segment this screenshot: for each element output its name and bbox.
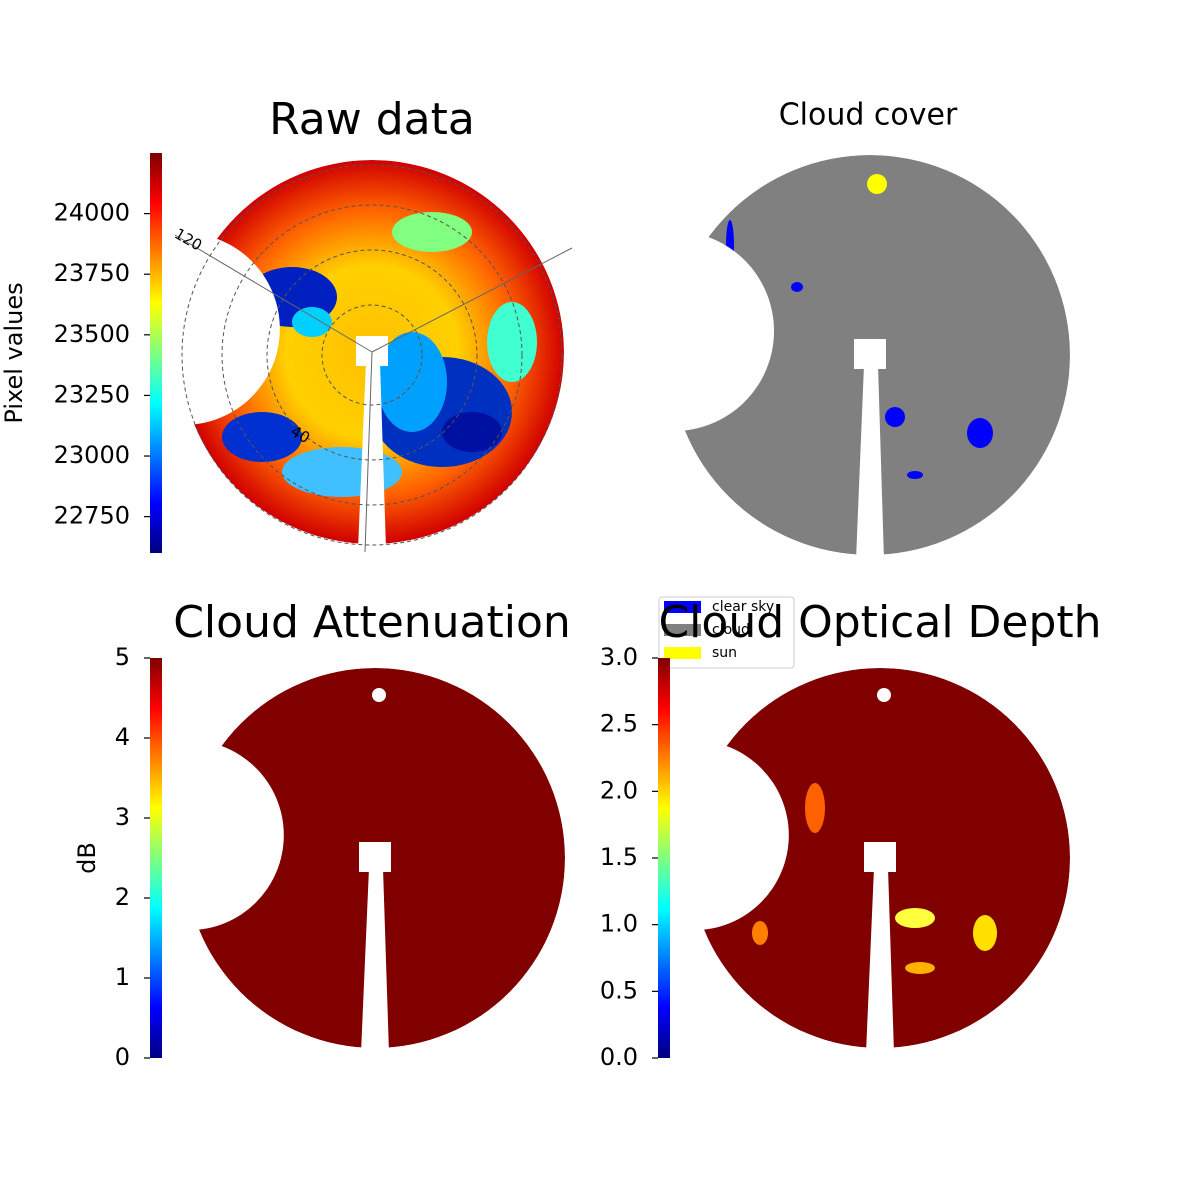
colorbar-tick-label: 2.5 <box>600 710 638 738</box>
polar-spoke <box>174 234 373 353</box>
legend-swatch <box>664 624 701 636</box>
sky-feature <box>377 332 447 432</box>
legend-swatch <box>664 647 701 659</box>
polar-grid <box>221 204 523 506</box>
sky-feature <box>292 307 332 337</box>
colorbar-tick-label: 0.0 <box>600 1043 638 1071</box>
chart-title: Cloud Attenuation <box>173 597 571 648</box>
colorbar-tick-label: 2.0 <box>600 776 638 804</box>
legend-label: cloud <box>712 622 750 638</box>
mask-wedge <box>361 868 389 1053</box>
colorbar-tick-label: 23500 <box>54 320 130 348</box>
colorbar-tick-label: 0 <box>115 1043 130 1071</box>
sun-mask <box>372 688 386 702</box>
colorbar <box>150 153 162 553</box>
colorbar-tick-label: 1 <box>115 963 130 991</box>
mask-box <box>864 842 896 872</box>
sky-feature <box>442 412 502 452</box>
mask-wedge <box>358 362 386 549</box>
colorbar-tick-label: 1.0 <box>600 910 638 938</box>
sun-mask <box>877 688 891 702</box>
mask-bite <box>93 740 284 931</box>
colorbar <box>150 658 162 1058</box>
sky-feature <box>905 962 935 974</box>
polar-spoke <box>364 351 373 553</box>
colorbar-tick-label: 4 <box>115 723 130 751</box>
chart-title: Cloud cover <box>779 98 958 133</box>
colorbar-tick-label: 5 <box>115 643 130 671</box>
colorbar-tick-label: 23250 <box>54 380 130 408</box>
sky-feature <box>392 212 472 252</box>
colorbar-tick-label: 0.5 <box>600 976 638 1004</box>
colorbar-label: Pixel values <box>0 282 28 423</box>
mask-bite <box>598 740 789 931</box>
colorbar-tick-label: 2 <box>115 883 130 911</box>
colorbar-tick-label: 22750 <box>54 502 130 530</box>
sky-feature <box>791 282 803 292</box>
sky-feature <box>752 921 768 945</box>
colorbar-label: dB <box>73 842 101 874</box>
legend-swatch <box>664 601 701 613</box>
sky-feature <box>967 418 993 448</box>
colorbar-tick-label: 3.0 <box>600 643 638 671</box>
sky-feature <box>222 412 302 462</box>
polar-grid <box>321 304 423 406</box>
colorbar-tick-label: 3 <box>115 803 130 831</box>
mask-box <box>854 339 886 369</box>
mask-bite <box>574 231 774 431</box>
polar-grid <box>266 249 478 461</box>
colorbar-tick-label: 1.5 <box>600 843 638 871</box>
mask-box <box>359 842 391 872</box>
polar-grid <box>181 164 563 546</box>
mask-bite <box>87 232 280 425</box>
mask-wedge <box>856 365 884 560</box>
sky-feature <box>895 908 935 928</box>
legend-label: clear sky <box>712 599 774 615</box>
colorbar-tick-label: 24000 <box>54 199 130 227</box>
sky-feature <box>487 302 537 382</box>
chart-title: Cloud Optical Depth <box>658 597 1101 648</box>
sky-feature <box>973 915 997 951</box>
sky-feature <box>885 407 905 427</box>
sky-feature <box>907 471 923 479</box>
colorbar <box>658 658 670 1058</box>
sun-disc <box>867 174 887 194</box>
colorbar-tick-label: 23750 <box>54 259 130 287</box>
mask-wedge <box>866 868 894 1053</box>
polar-spoke <box>371 247 573 353</box>
colorbar-tick-label: 23000 <box>54 441 130 469</box>
sky-feature <box>805 783 825 833</box>
chart-title: Raw data <box>269 94 475 145</box>
legend-label: sun <box>712 645 737 661</box>
